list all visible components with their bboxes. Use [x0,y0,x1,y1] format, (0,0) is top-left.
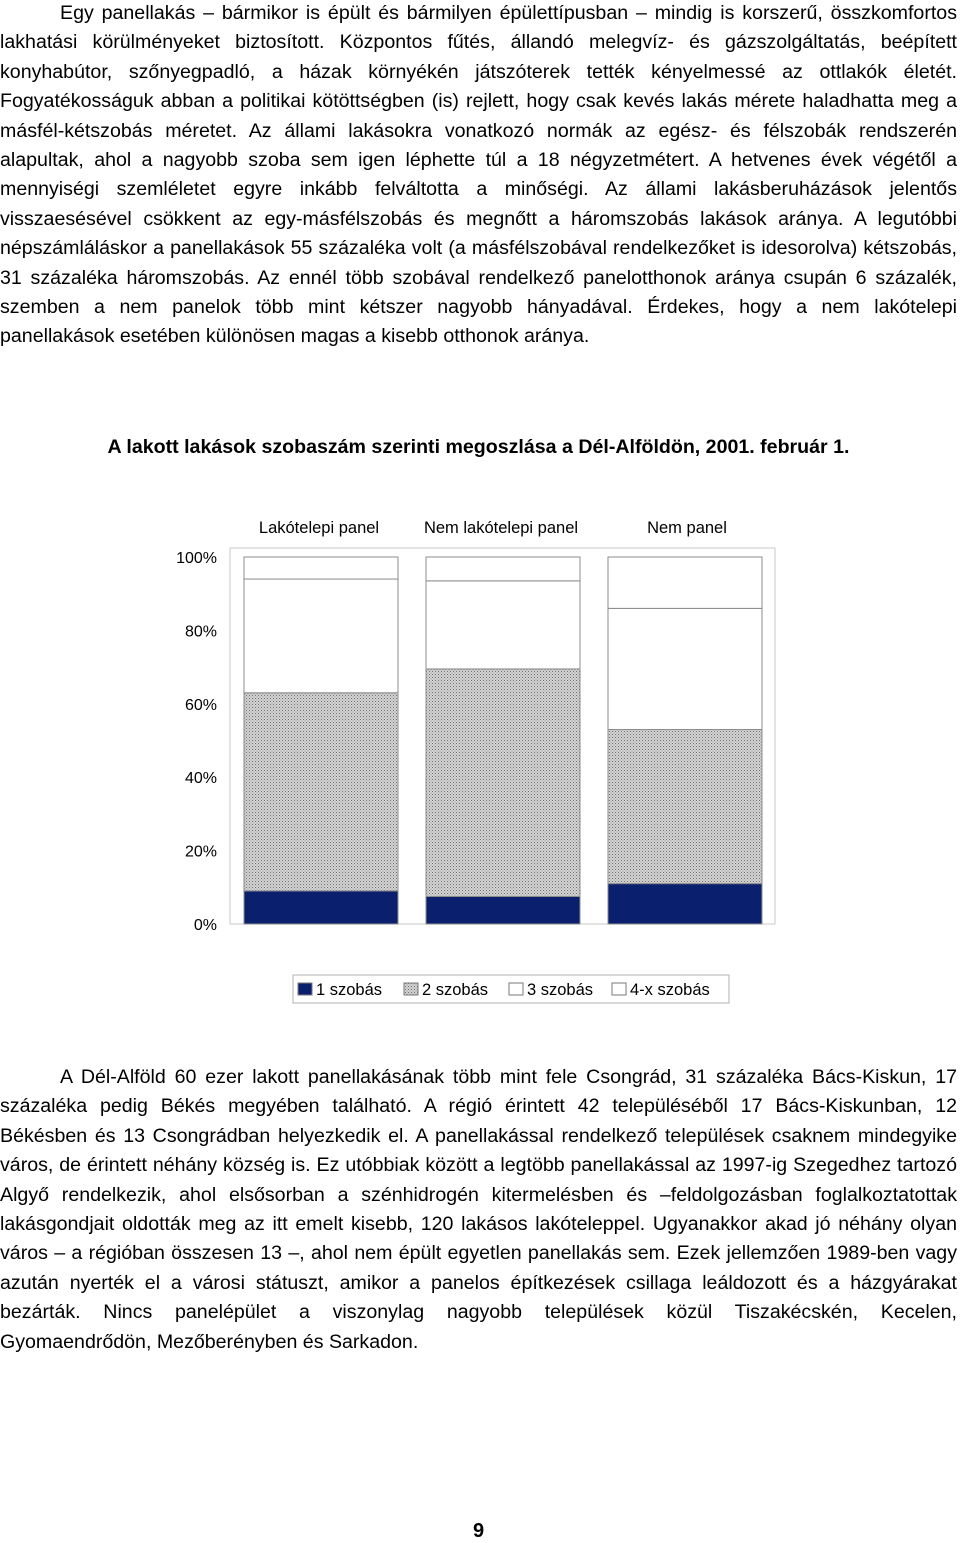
bar-segment [425,580,581,670]
bar-segment [243,578,399,694]
legend-label: 2 szobás [422,981,488,999]
category-label: Lakótelepi panel [259,519,379,537]
bar-segment [607,883,763,925]
chart-legend: 1 szobás 2 szobás 3 szobás 4-x szobás [292,974,730,1004]
legend-swatch [508,982,524,996]
bar-segment [425,556,581,582]
intro-paragraph: Egy panellakás – bármikor is épült és bá… [0,2,957,348]
legend-label: 1 szobás [316,981,382,999]
legend-swatch [611,982,627,996]
category-label: Nem panel [647,519,727,537]
bar-segment [243,890,399,925]
y-tick-label: 80% [185,623,217,640]
bar-segment [243,692,399,892]
bar-segment [425,895,581,925]
y-tick-label: 40% [185,770,217,787]
region-paragraph: A Dél-Alföld 60 ezer lakott panellakásán… [0,1066,957,1353]
bar-segment [425,668,581,897]
y-tick-label: 0% [194,917,217,934]
legend-label: 3 szobás [527,981,593,999]
legend-swatch [403,982,419,996]
legend-label: 4-x szobás [630,981,710,999]
category-label: Nem lakótelepi panel [424,519,578,537]
bar-segment [607,556,763,609]
bar-segment [607,728,763,885]
stacked-bar-chart: 0% 20% 40% 60% 80% 100% Lakótelepi panel Nem l… [176,519,776,1004]
y-tick-label: 60% [185,697,217,714]
bar-segment [607,607,763,730]
y-tick-label: 100% [176,550,217,567]
bar-segment [243,556,399,580]
chart-heading: A lakott lakások szobaszám szerinti mego… [107,436,850,458]
page-number: 9 [472,1520,485,1542]
y-tick-label: 20% [185,844,217,861]
legend-swatch [297,982,313,996]
legend-box [292,974,730,1004]
